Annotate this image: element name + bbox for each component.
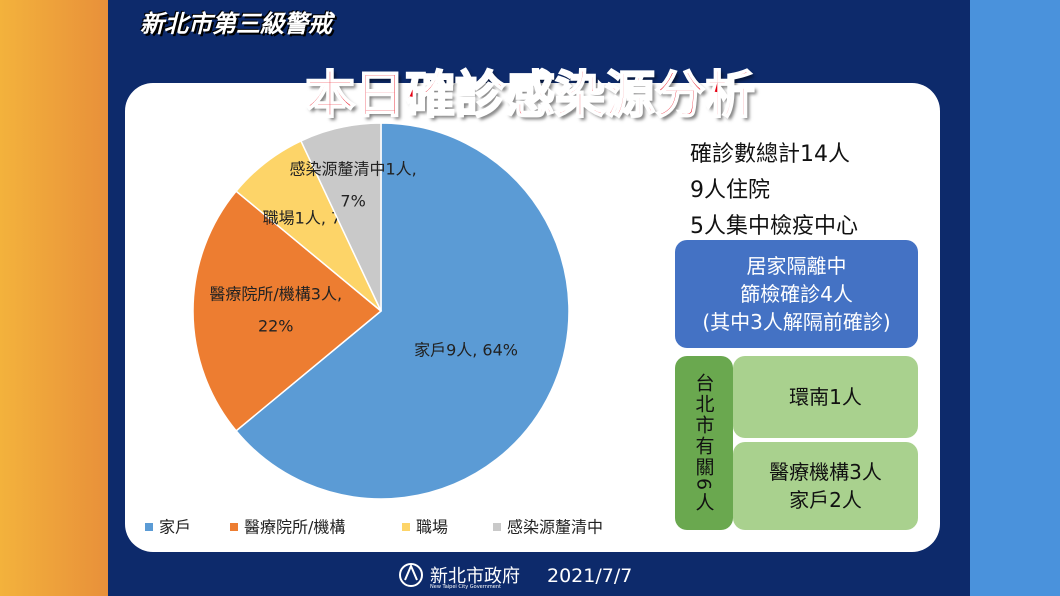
legend-swatch — [230, 523, 238, 531]
legend-label: 感染源釐清中 — [507, 518, 603, 537]
summary-line: 5人集中檢疫中心 — [690, 214, 858, 239]
summary-line: 9人住院 — [690, 178, 770, 203]
footer-org: 新北市政府 — [430, 566, 520, 587]
box-line: 醫療機構3人 — [769, 460, 882, 484]
pie-slice — [235, 122, 570, 500]
box-line: 居家隔離中 — [746, 254, 847, 278]
legend-label: 醫療院所/機構 — [244, 518, 345, 537]
box-line: 篩檢確診4人 — [740, 282, 853, 306]
summary-line: 確診數總計14人 — [690, 142, 850, 167]
data-label: 感染源釐清中1人, — [289, 160, 416, 179]
title: 本日確診感染源分析 — [304, 65, 756, 125]
logo — [399, 563, 423, 587]
legend-swatch — [145, 523, 153, 531]
data-label: 醫療院所/機構3人, — [209, 285, 342, 304]
taipei-item: 環南1人 — [733, 356, 918, 438]
banner: 新北市第三級警戒 — [140, 10, 332, 38]
data-label: 職場1人, 7% — [263, 208, 357, 227]
legend-label: 職場 — [416, 518, 448, 537]
box-line: (其中3人解隔前確診) — [702, 310, 891, 334]
legend-swatch — [493, 523, 501, 531]
legend-swatch — [402, 523, 410, 531]
taipei-label: 台北市有關6人 — [675, 356, 733, 530]
data-label: 家戶9人, 64% — [414, 341, 518, 360]
footer-date: 2021/7/7 — [547, 565, 633, 587]
legend-label: 家戶 — [159, 518, 191, 537]
data-label: 7% — [340, 192, 365, 211]
data-label: 22% — [258, 317, 294, 336]
pie-slice — [299, 122, 382, 312]
taipei-item: 醫療機構3人 家戶2人 — [733, 442, 918, 530]
footer-org-en: New Taipei City Government — [430, 584, 501, 590]
pie-slice — [192, 190, 383, 432]
home-box: 居家隔離中 篩檢確診4人 (其中3人解隔前確診) — [675, 240, 918, 348]
box-line: 環南1人 — [789, 385, 862, 409]
box-line: 家戶2人 — [789, 488, 862, 512]
